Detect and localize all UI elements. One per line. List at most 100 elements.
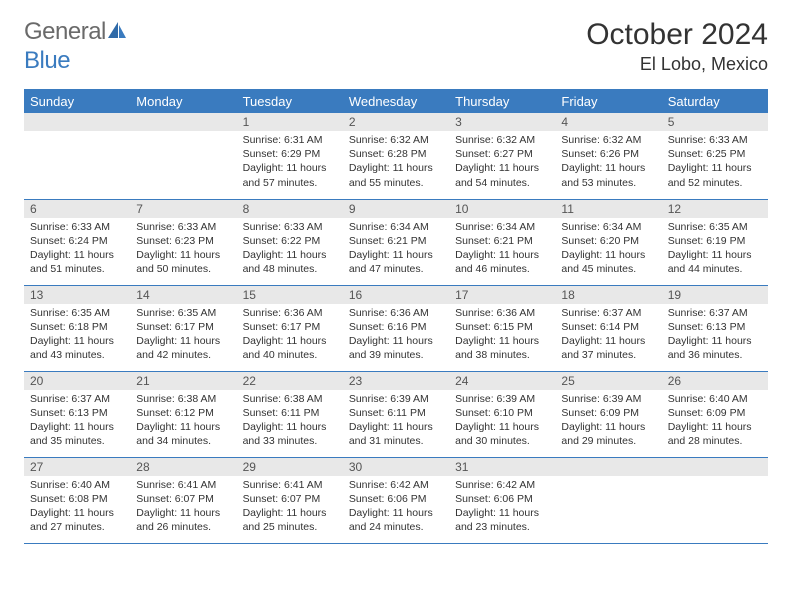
calendar-body: 1Sunrise: 6:31 AMSunset: 6:29 PMDaylight…: [24, 113, 768, 543]
sunset-text: Sunset: 6:13 PM: [30, 406, 124, 420]
sunrise-text: Sunrise: 6:39 AM: [455, 392, 549, 406]
day-number: 22: [237, 372, 343, 390]
day-number: 29: [237, 458, 343, 476]
header: GeneralBlue October 2024 El Lobo, Mexico: [24, 18, 768, 75]
sunrise-text: Sunrise: 6:41 AM: [243, 478, 337, 492]
day-details: Sunrise: 6:39 AMSunset: 6:11 PMDaylight:…: [343, 390, 449, 455]
weekday-header-row: Sunday Monday Tuesday Wednesday Thursday…: [24, 89, 768, 113]
day-number: 1: [237, 113, 343, 131]
day-number: 21: [130, 372, 236, 390]
calendar-day-cell: 26Sunrise: 6:40 AMSunset: 6:09 PMDayligh…: [662, 371, 768, 457]
sunrise-text: Sunrise: 6:37 AM: [561, 306, 655, 320]
day-number: 13: [24, 286, 130, 304]
sunrise-text: Sunrise: 6:31 AM: [243, 133, 337, 147]
calendar-day-cell: [555, 457, 661, 543]
day-number: 27: [24, 458, 130, 476]
sunrise-text: Sunrise: 6:39 AM: [349, 392, 443, 406]
day-details: Sunrise: 6:41 AMSunset: 6:07 PMDaylight:…: [130, 476, 236, 541]
calendar-day-cell: 17 Sunrise: 6:36 AMSunset: 6:15 PMDayligh…: [449, 285, 555, 371]
sunset-text: Sunset: 6:21 PM: [455, 234, 549, 248]
sunrise-text: Sunrise: 6:38 AM: [243, 392, 337, 406]
daylight-text: Daylight: 11 hours and 38 minutes.: [455, 334, 549, 362]
daylight-text: Daylight: 11 hours and 39 minutes.: [349, 334, 443, 362]
sunset-text: Sunset: 6:22 PM: [243, 234, 337, 248]
sunrise-text: Sunrise: 6:36 AM: [455, 306, 549, 320]
calendar-day-cell: 5Sunrise: 6:33 AMSunset: 6:25 PMDaylight…: [662, 113, 768, 199]
calendar-day-cell: 24Sunrise: 6:39 AMSunset: 6:10 PMDayligh…: [449, 371, 555, 457]
sunrise-text: Sunrise: 6:37 AM: [30, 392, 124, 406]
daylight-text: Daylight: 11 hours and 28 minutes.: [668, 420, 762, 448]
day-number: 20: [24, 372, 130, 390]
day-details: Sunrise: 6:40 AMSunset: 6:08 PMDaylight:…: [24, 476, 130, 541]
sunset-text: Sunset: 6:19 PM: [668, 234, 762, 248]
sunset-text: Sunset: 6:15 PM: [455, 320, 549, 334]
calendar-day-cell: 9Sunrise: 6:34 AMSunset: 6:21 PMDaylight…: [343, 199, 449, 285]
sunset-text: Sunset: 6:14 PM: [561, 320, 655, 334]
day-details: Sunrise: 6:38 AMSunset: 6:12 PMDaylight:…: [130, 390, 236, 455]
daylight-text: Daylight: 11 hours and 57 minutes.: [243, 161, 337, 189]
weekday-header: Sunday: [24, 89, 130, 113]
calendar-table: Sunday Monday Tuesday Wednesday Thursday…: [24, 89, 768, 544]
day-number: 17: [449, 286, 555, 304]
sunrise-text: Sunrise: 6:34 AM: [455, 220, 549, 234]
day-details: [662, 476, 768, 534]
day-details: Sunrise: 6:31 AMSunset: 6:29 PMDaylight:…: [237, 131, 343, 196]
daylight-text: Daylight: 11 hours and 46 minutes.: [455, 248, 549, 276]
day-details: Sunrise: 6:41 AMSunset: 6:07 PMDaylight:…: [237, 476, 343, 541]
day-number: 18: [555, 286, 661, 304]
sunset-text: Sunset: 6:26 PM: [561, 147, 655, 161]
sunset-text: Sunset: 6:29 PM: [243, 147, 337, 161]
day-details: Sunrise: 6:35 AMSunset: 6:19 PMDaylight:…: [662, 218, 768, 283]
calendar-day-cell: 20 Sunrise: 6:37 AMSunset: 6:13 PMDayligh…: [24, 371, 130, 457]
calendar-day-cell: 27Sunrise: 6:40 AMSunset: 6:08 PMDayligh…: [24, 457, 130, 543]
day-number: 8: [237, 200, 343, 218]
sunset-text: Sunset: 6:24 PM: [30, 234, 124, 248]
sunrise-text: Sunrise: 6:35 AM: [668, 220, 762, 234]
day-details: Sunrise: 6:34 AMSunset: 6:21 PMDaylight:…: [449, 218, 555, 283]
weekday-header: Thursday: [449, 89, 555, 113]
calendar-day-cell: 8Sunrise: 6:33 AMSunset: 6:22 PMDaylight…: [237, 199, 343, 285]
daylight-text: Daylight: 11 hours and 35 minutes.: [30, 420, 124, 448]
day-details: [130, 131, 236, 189]
daylight-text: Daylight: 11 hours and 25 minutes.: [243, 506, 337, 534]
sunset-text: Sunset: 6:06 PM: [455, 492, 549, 506]
sunset-text: Sunset: 6:11 PM: [243, 406, 337, 420]
calendar-day-cell: 29Sunrise: 6:41 AMSunset: 6:07 PMDayligh…: [237, 457, 343, 543]
daylight-text: Daylight: 11 hours and 36 minutes.: [668, 334, 762, 362]
day-number: 2: [343, 113, 449, 131]
calendar-day-cell: 18 Sunrise: 6:37 AMSunset: 6:14 PMDayligh…: [555, 285, 661, 371]
sunrise-text: Sunrise: 6:40 AM: [668, 392, 762, 406]
daylight-text: Daylight: 11 hours and 55 minutes.: [349, 161, 443, 189]
day-number: [24, 113, 130, 131]
weekday-header: Wednesday: [343, 89, 449, 113]
day-details: Sunrise: 6:38 AMSunset: 6:11 PMDaylight:…: [237, 390, 343, 455]
day-number: 23: [343, 372, 449, 390]
sunset-text: Sunset: 6:18 PM: [30, 320, 124, 334]
sunrise-text: Sunrise: 6:33 AM: [136, 220, 230, 234]
day-number: 16: [343, 286, 449, 304]
day-details: Sunrise: 6:32 AMSunset: 6:26 PMDaylight:…: [555, 131, 661, 196]
calendar-day-cell: 11Sunrise: 6:34 AMSunset: 6:20 PMDayligh…: [555, 199, 661, 285]
calendar-day-cell: 1Sunrise: 6:31 AMSunset: 6:29 PMDaylight…: [237, 113, 343, 199]
sunrise-text: Sunrise: 6:34 AM: [349, 220, 443, 234]
sunset-text: Sunset: 6:08 PM: [30, 492, 124, 506]
daylight-text: Daylight: 11 hours and 40 minutes.: [243, 334, 337, 362]
day-details: Sunrise: 6:34 AMSunset: 6:21 PMDaylight:…: [343, 218, 449, 283]
calendar-day-cell: 3Sunrise: 6:32 AMSunset: 6:27 PMDaylight…: [449, 113, 555, 199]
logo-sail-icon: [106, 19, 128, 47]
daylight-text: Daylight: 11 hours and 27 minutes.: [30, 506, 124, 534]
day-details: Sunrise: 6:39 AMSunset: 6:09 PMDaylight:…: [555, 390, 661, 455]
calendar-day-cell: 23Sunrise: 6:39 AMSunset: 6:11 PMDayligh…: [343, 371, 449, 457]
calendar-day-cell: 7Sunrise: 6:33 AMSunset: 6:23 PMDaylight…: [130, 199, 236, 285]
daylight-text: Daylight: 11 hours and 23 minutes.: [455, 506, 549, 534]
weekday-header: Tuesday: [237, 89, 343, 113]
day-details: Sunrise: 6:37 AMSunset: 6:13 PMDaylight:…: [662, 304, 768, 369]
day-details: Sunrise: 6:35 AMSunset: 6:17 PMDaylight:…: [130, 304, 236, 369]
day-details: Sunrise: 6:39 AMSunset: 6:10 PMDaylight:…: [449, 390, 555, 455]
calendar-day-cell: 19Sunrise: 6:37 AMSunset: 6:13 PMDayligh…: [662, 285, 768, 371]
calendar-week-row: 1Sunrise: 6:31 AMSunset: 6:29 PMDaylight…: [24, 113, 768, 199]
daylight-text: Daylight: 11 hours and 37 minutes.: [561, 334, 655, 362]
day-number: 12: [662, 200, 768, 218]
sunrise-text: Sunrise: 6:39 AM: [561, 392, 655, 406]
day-number: 6: [24, 200, 130, 218]
